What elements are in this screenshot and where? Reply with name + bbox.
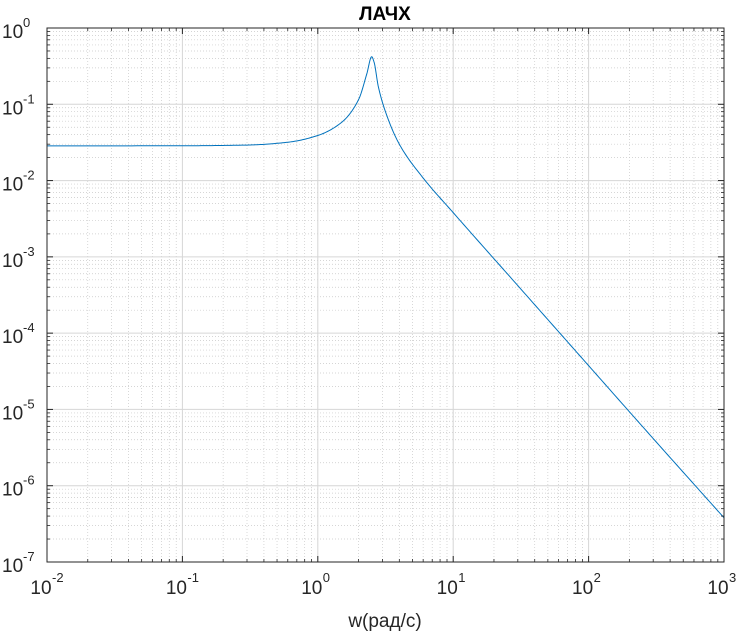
data-point bbox=[341, 122, 342, 123]
x-tick-label-exponent: 2 bbox=[594, 570, 601, 585]
major-grid bbox=[46, 27, 725, 563]
x-tick-label: 102 bbox=[572, 570, 601, 599]
y-tick-label-exponent: -4 bbox=[23, 320, 35, 335]
data-point bbox=[517, 285, 518, 286]
data-point bbox=[371, 56, 372, 57]
y-tick-label-exponent: -5 bbox=[23, 396, 35, 411]
data-point bbox=[246, 144, 247, 145]
y-tick-label-base: 10 bbox=[2, 98, 23, 119]
y-tick-label-base: 10 bbox=[2, 556, 23, 577]
y-tick-label: 10 -4 bbox=[2, 320, 35, 348]
x-tick-label-base: 10 bbox=[707, 578, 728, 599]
y-tick-label: 10 -2 bbox=[2, 168, 35, 196]
y-tick-label: 10 -6 bbox=[2, 473, 35, 501]
data-point bbox=[373, 61, 374, 62]
plot-area bbox=[47, 28, 724, 562]
data-point bbox=[399, 144, 400, 145]
data-point bbox=[453, 212, 454, 213]
y-tick-label: 10 -1 bbox=[2, 91, 35, 119]
y-tick-label-exponent: -2 bbox=[23, 168, 35, 183]
y-tick-label-base: 10 bbox=[2, 22, 23, 43]
y-tick-label-base: 10 bbox=[2, 327, 23, 348]
y-tick-label-exponent: -1 bbox=[23, 91, 35, 106]
y-tick-label-base: 10 bbox=[2, 480, 23, 501]
plot-frame bbox=[46, 27, 725, 563]
data-point bbox=[317, 135, 318, 136]
y-tick-label: 10 -7 bbox=[2, 549, 35, 577]
y-tick-label-exponent: -7 bbox=[23, 549, 35, 564]
y-tick-label: 10 0 bbox=[2, 15, 30, 43]
data-point bbox=[386, 113, 387, 114]
series-layer bbox=[47, 56, 725, 519]
x-tick-label-exponent: -2 bbox=[52, 570, 64, 585]
data-point bbox=[358, 99, 359, 100]
y-tick-label-base: 10 bbox=[2, 175, 23, 196]
y-tick-label: 10 -3 bbox=[2, 244, 35, 272]
y-tick-label-base: 10 bbox=[2, 403, 23, 424]
x-axis-label: w(рад/с) bbox=[347, 611, 421, 632]
series-line bbox=[47, 56, 725, 519]
y-tick-label-base: 10 bbox=[2, 251, 23, 272]
y-tick-label: 10 -5 bbox=[2, 396, 35, 424]
x-tick-label-base: 10 bbox=[301, 578, 322, 599]
y-tick-label-exponent: -6 bbox=[23, 473, 35, 488]
x-tick-label-base: 10 bbox=[437, 578, 458, 599]
data-point bbox=[287, 142, 288, 143]
x-tick-label: 100 bbox=[301, 570, 330, 599]
x-tick-label: 10-1 bbox=[166, 570, 199, 599]
x-tick-label-base: 10 bbox=[572, 578, 593, 599]
x-tick-label-exponent: -1 bbox=[187, 570, 199, 585]
minor-grid bbox=[47, 28, 724, 562]
x-tick-label: 103 bbox=[707, 570, 736, 599]
x-tick-label-base: 10 bbox=[166, 578, 187, 599]
y-tick-label-exponent: -3 bbox=[23, 244, 35, 259]
tick-marks bbox=[46, 27, 725, 563]
data-point bbox=[653, 438, 654, 439]
data-point bbox=[182, 145, 183, 146]
chart-title: ЛАЧХ bbox=[359, 4, 411, 25]
x-tick-label-exponent: 1 bbox=[458, 570, 465, 585]
x-tick-label-exponent: 3 bbox=[729, 570, 736, 585]
x-tick-label: 10-2 bbox=[30, 570, 63, 599]
y-tick-label-exponent: 0 bbox=[23, 15, 30, 30]
data-point bbox=[366, 73, 367, 74]
x-tick-label-exponent: 0 bbox=[323, 570, 330, 585]
x-tick-label: 101 bbox=[437, 570, 466, 599]
x-tick-label-base: 10 bbox=[30, 578, 51, 599]
data-point bbox=[423, 177, 424, 178]
data-point bbox=[588, 365, 589, 366]
data-point bbox=[378, 86, 379, 87]
